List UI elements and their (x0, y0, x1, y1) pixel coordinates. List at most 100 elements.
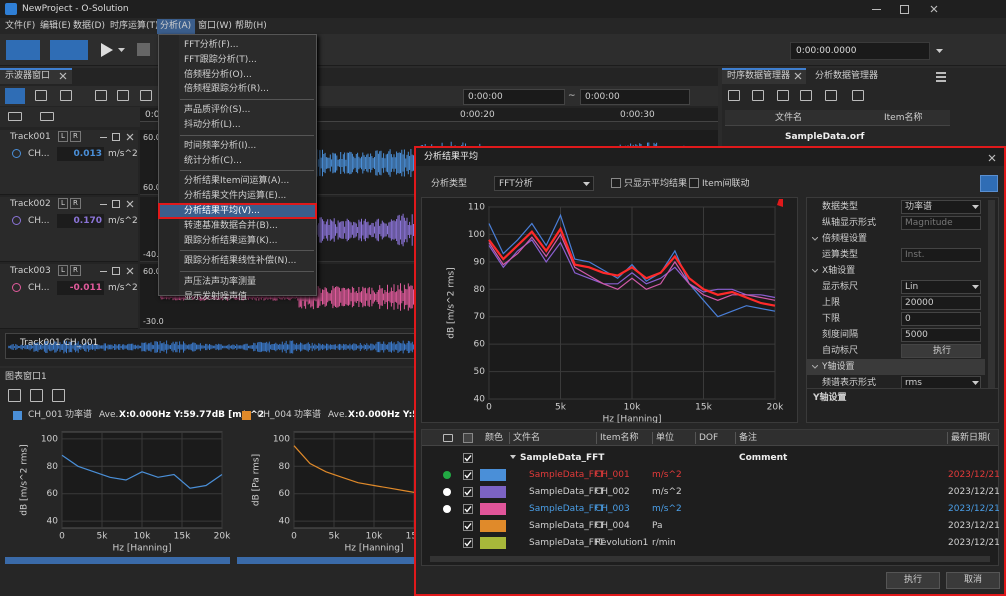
toolbar-icon[interactable] (728, 90, 740, 101)
menu-entry[interactable]: 跟踪分析结果线性补偿(N)... (184, 256, 297, 267)
row-file[interactable]: SampleData_FFT (529, 521, 605, 531)
row-file[interactable]: SampleData_FFT (529, 504, 605, 514)
property-field[interactable] (901, 328, 981, 342)
menu-item[interactable]: 文件(F) (5, 21, 36, 31)
scope-tab[interactable] (0, 68, 72, 84)
table-column[interactable]: 文件名 (513, 433, 541, 443)
toolbar-icon[interactable] (95, 90, 107, 101)
end-time-field[interactable] (580, 89, 690, 105)
menu-item[interactable]: 帮助(H) (235, 21, 267, 31)
dm-tab[interactable]: 分析数据管理器 (815, 71, 879, 81)
table-column[interactable]: 单位 (656, 433, 675, 443)
toolbar-icon[interactable] (443, 434, 453, 442)
menu-entry[interactable]: 分析结果平均(V)... (184, 206, 260, 216)
row-file[interactable]: SampleData_FFT (529, 487, 605, 497)
layout-button[interactable] (50, 40, 88, 60)
channel-badge[interactable]: L (58, 131, 68, 142)
menu-entry[interactable]: 抖动分析(L)... (184, 120, 241, 130)
track-maximize[interactable] (112, 133, 120, 141)
layout-button[interactable] (6, 40, 40, 60)
menu-item[interactable]: 时序运算(T) (110, 21, 159, 31)
option-label[interactable]: 只显示平均结果 (624, 179, 688, 189)
menu-entry[interactable]: 倍频程分析(O)... (184, 69, 252, 80)
toolbar-icon[interactable] (852, 90, 864, 101)
menu-entry[interactable]: FFT分析(F)... (184, 40, 239, 50)
track-maximize[interactable] (112, 267, 120, 275)
dm-tab-active[interactable] (722, 68, 806, 84)
table-column[interactable]: 颜色 (485, 433, 504, 443)
channel-badge[interactable]: R (70, 198, 81, 209)
property-field[interactable] (901, 200, 981, 214)
table-column[interactable]: DOF (699, 433, 719, 443)
toolbar-icon[interactable] (52, 389, 65, 402)
menu-entry[interactable]: 声品质评价(S)... (184, 105, 251, 116)
checkbox[interactable] (463, 521, 473, 531)
property-value[interactable]: rms (905, 378, 922, 388)
button-label[interactable]: 取消 (964, 575, 983, 585)
checkbox[interactable] (689, 178, 699, 188)
property-value[interactable]: 执行 (933, 346, 952, 356)
row-file[interactable]: SampleData_FFT (529, 538, 605, 548)
menu-entry[interactable]: 显示发射噪声值 (184, 292, 248, 302)
dm-file[interactable]: SampleData.orf (785, 132, 865, 142)
analysis-type-combo[interactable] (494, 176, 594, 191)
property-field[interactable] (901, 312, 981, 326)
scope-tool-active[interactable] (5, 88, 25, 104)
table-column[interactable]: 备注 (739, 433, 758, 443)
checkbox[interactable] (463, 453, 473, 463)
menu-entry[interactable]: 转速基准数据合并(B)... (184, 220, 278, 231)
property-value[interactable]: 功率谱 (905, 202, 933, 212)
property-value[interactable]: Lin (905, 282, 919, 292)
table-column[interactable]: Item名称 (600, 433, 639, 443)
menu-item[interactable]: 数据(D) (73, 21, 105, 31)
toolbar-icon[interactable] (777, 90, 789, 101)
property-value[interactable]: 0 (905, 314, 911, 324)
channel-badge[interactable]: L (58, 265, 68, 276)
property-field[interactable] (901, 344, 981, 358)
checkbox[interactable] (463, 504, 473, 514)
toolbar-icon[interactable] (117, 90, 129, 101)
menu-item[interactable]: 分析(A) (160, 21, 192, 31)
minimize-button[interactable] (872, 9, 881, 10)
track-minimize[interactable] (100, 204, 107, 205)
start-time-field[interactable] (463, 89, 565, 105)
button-label[interactable]: 执行 (904, 575, 923, 585)
channel-badge[interactable]: R (70, 131, 81, 142)
checkbox[interactable] (611, 178, 621, 188)
property-value[interactable]: 5000 (905, 330, 928, 340)
menu-entry[interactable]: 跟踪分析结果运算(K)... (184, 235, 278, 246)
dialog-button[interactable] (946, 572, 1000, 589)
toolbar-icon[interactable] (825, 90, 837, 101)
toolbar-icon[interactable] (40, 112, 54, 121)
toolbar-icon[interactable] (30, 389, 43, 402)
channel-badge[interactable]: R (70, 265, 81, 276)
checkbox[interactable] (463, 487, 473, 497)
track-minimize[interactable] (100, 137, 107, 138)
track-maximize[interactable] (112, 200, 120, 208)
toolbar-icon[interactable] (752, 90, 764, 101)
dialog-button[interactable] (886, 572, 940, 589)
toolbar-icon[interactable] (8, 112, 22, 121)
toolbar-icon[interactable] (140, 90, 152, 101)
menu-entry[interactable]: 分析结果文件内运算(E)... (184, 191, 287, 202)
menu-entry[interactable]: 时间频率分析(I)... (184, 140, 257, 151)
header-check[interactable] (463, 433, 473, 443)
toolbar-icon[interactable] (35, 90, 47, 101)
stop-button[interactable] (137, 43, 150, 56)
property-field[interactable] (901, 296, 981, 310)
maximize-button[interactable] (900, 5, 909, 14)
toolbar-icon[interactable] (60, 90, 72, 101)
menu-entry[interactable]: 统计分析(C)... (184, 155, 242, 166)
property-value[interactable]: 20000 (905, 298, 934, 308)
menu-item[interactable]: 编辑(E) (40, 21, 71, 31)
checkbox[interactable] (463, 470, 473, 480)
table-column[interactable]: 最新日期( (951, 433, 991, 443)
property-field[interactable] (901, 280, 981, 294)
menu-item[interactable]: 窗口(W) (198, 21, 232, 31)
track-minimize[interactable] (100, 271, 107, 272)
dm-tab[interactable]: 时序数据管理器 (727, 71, 791, 81)
menu-entry[interactable]: FFT跟踪分析(T)... (184, 54, 257, 65)
menu-entry[interactable]: 分析结果Item间运算(A)... (184, 176, 290, 187)
toolbar-icon[interactable] (8, 389, 21, 402)
channel-badge[interactable]: L (58, 198, 68, 209)
